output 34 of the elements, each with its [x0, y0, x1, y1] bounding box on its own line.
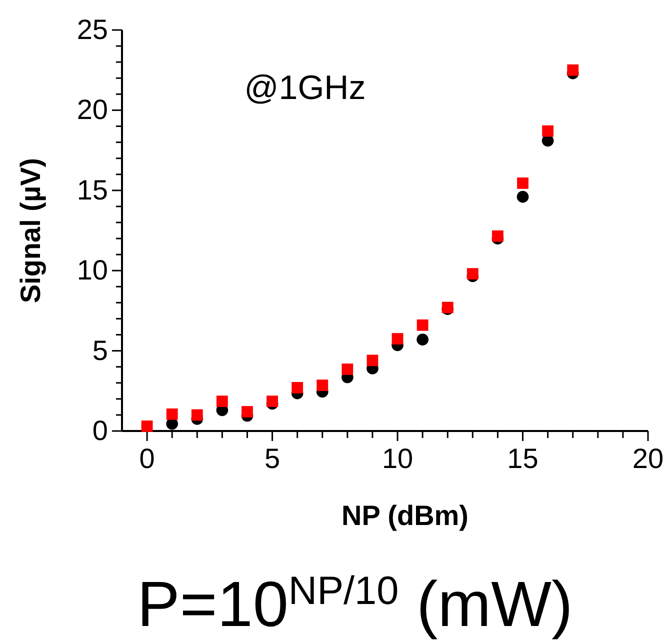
point: [466, 268, 478, 280]
point: [166, 408, 178, 420]
point: [342, 364, 354, 375]
y-tick-label: 5: [92, 334, 108, 366]
point: [392, 333, 404, 344]
point: [292, 382, 304, 394]
y-tick-label: 0: [92, 414, 108, 446]
x-tick-label: 15: [507, 443, 538, 474]
y-axis-title: Signal (µV): [15, 158, 46, 304]
x-tick-label: 5: [264, 443, 280, 474]
point: [516, 190, 529, 203]
point: [141, 420, 153, 432]
point: [316, 380, 328, 391]
x-tick-label: 0: [139, 443, 155, 474]
x-tick-label: 10: [382, 443, 414, 474]
y-tick-label: 25: [76, 14, 108, 45]
annotation: @1GHz: [244, 68, 366, 107]
x-tick-label: 20: [632, 443, 664, 474]
point: [492, 230, 504, 242]
point: [366, 354, 378, 366]
point: [216, 396, 228, 408]
point: [416, 334, 428, 346]
point: [416, 319, 428, 331]
point: [542, 125, 554, 137]
point: [191, 409, 203, 421]
point: [242, 406, 253, 418]
point: [517, 177, 528, 189]
y-tick-label: 10: [76, 254, 108, 286]
y-tick-label: 15: [76, 174, 108, 206]
point: [567, 64, 579, 76]
y-tick-label: 20: [76, 94, 108, 126]
x-axis-title: NP (dBm): [341, 500, 469, 531]
point: [266, 396, 278, 408]
text: P=10$^{NP/10}$ (mW): [137, 568, 573, 640]
